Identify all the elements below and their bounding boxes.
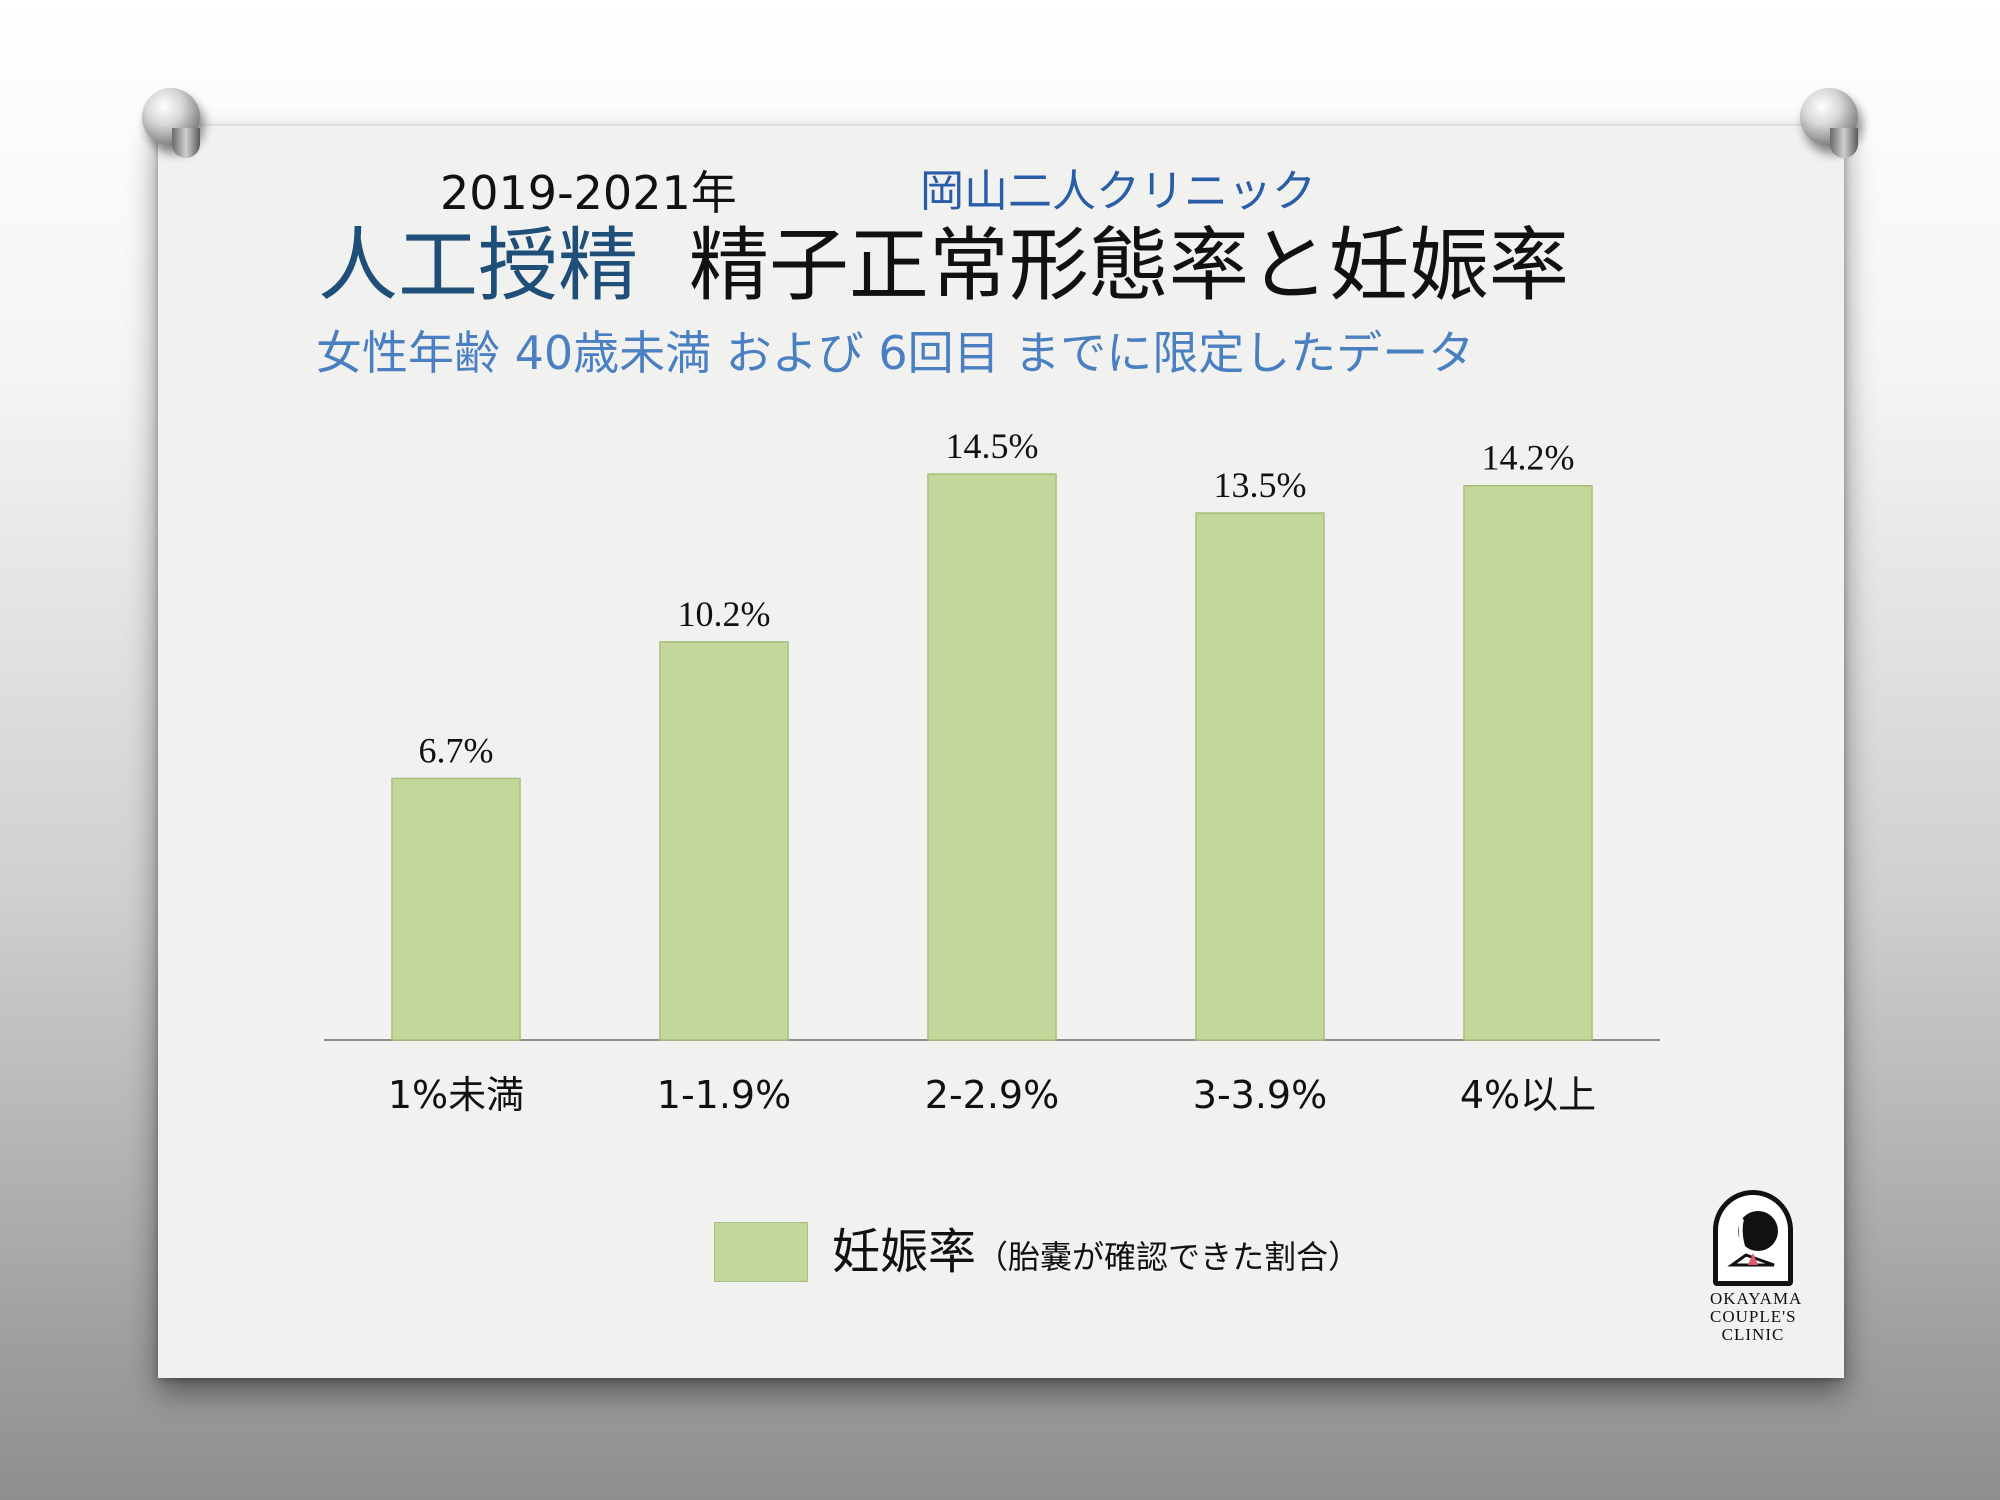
bar: [927, 473, 1057, 1041]
clinic-name: 岡山二人クリニック: [920, 166, 1316, 217]
page-title: 人工授精 精子正常形態率と妊娠率: [318, 226, 1569, 306]
logo-line-1: OKAYAMA: [1710, 1289, 1803, 1308]
period-label: 2019-2021年: [440, 166, 737, 220]
data-label: 10.2%: [678, 594, 771, 634]
data-label: 6.7%: [419, 730, 494, 770]
data-label: 14.5%: [946, 426, 1039, 466]
bar: [391, 777, 521, 1041]
logo-line-2: COUPLE'S: [1710, 1306, 1797, 1326]
data-label: 14.2%: [1482, 438, 1575, 478]
legend-label-main: 妊娠率: [832, 1224, 977, 1280]
bar: [1195, 512, 1325, 1041]
subtitle: 女性年齢 40歳未満 および 6回目 までに限定したデータ: [316, 326, 1475, 380]
x-tick-label: 3-3.9%: [1193, 1073, 1327, 1117]
x-tick-label: 4%以上: [1460, 1073, 1596, 1117]
stork-logo-icon: [1713, 1190, 1793, 1286]
pushpin-right-icon: [1800, 88, 1858, 158]
data-label: 13.5%: [1214, 465, 1307, 505]
bar: [659, 641, 789, 1041]
x-tick-label: 1%未満: [388, 1073, 524, 1117]
x-tick-label: 2-2.9%: [925, 1073, 1059, 1117]
pushpin-left-icon: [142, 88, 200, 158]
bar: [1463, 484, 1593, 1041]
logo-line-3: CLINIC: [1721, 1324, 1785, 1344]
legend-label-note: （胎嚢が確認できた割合）: [976, 1238, 1361, 1276]
clinic-logo: OKAYAMA COUPLE'S CLINIC: [1710, 1190, 1803, 1344]
legend-label: 妊娠率（胎嚢が確認できた割合）: [832, 1228, 1360, 1276]
title-part-2: 精子正常形態率と妊娠率: [688, 219, 1569, 312]
x-tick-label: 1-1.9%: [657, 1073, 791, 1117]
legend-swatch: [714, 1222, 808, 1282]
title-part-1: 人工授精: [318, 219, 638, 312]
